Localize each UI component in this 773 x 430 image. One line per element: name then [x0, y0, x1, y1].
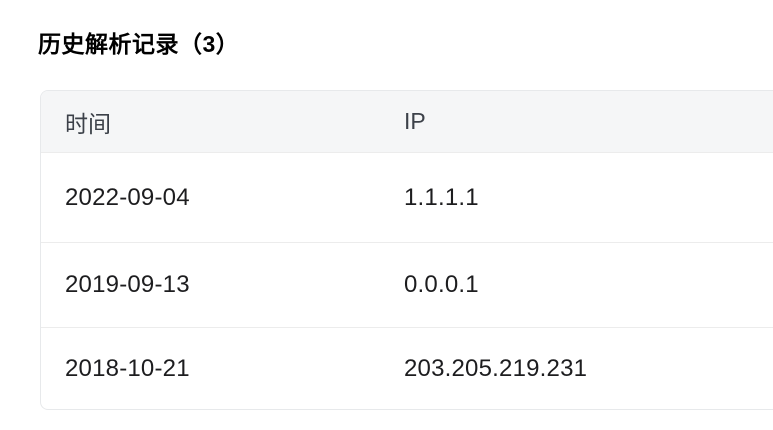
page-title: 历史解析记录（3）: [38, 31, 240, 57]
column-header-ip: IP: [380, 91, 773, 153]
history-table-card: 时间 IP 2022-09-04 1.1.1.1 2019-09-13 0.0.…: [40, 90, 773, 410]
cell-ip: 203.205.219.231: [404, 355, 588, 382]
cell-time: 2018-10-21: [65, 355, 190, 382]
table-row: 2019-09-13 0.0.0.1: [41, 242, 773, 328]
cell-ip: 1.1.1.1: [380, 152, 773, 243]
cell-time: 2019-09-13: [41, 242, 380, 328]
cell-ip: 0.0.0.1: [380, 242, 773, 328]
cell-time: 2022-09-04: [41, 152, 380, 243]
column-header-time: 时间: [41, 91, 380, 153]
table-row: 2022-09-04 1.1.1.1: [41, 152, 773, 243]
table-header-row: 时间 IP: [41, 91, 773, 153]
table-row: 2018-10-21 203.205.219.231: [41, 328, 773, 410]
history-records-table: 时间 IP 2022-09-04 1.1.1.1 2019-09-13 0.0.…: [41, 91, 773, 410]
